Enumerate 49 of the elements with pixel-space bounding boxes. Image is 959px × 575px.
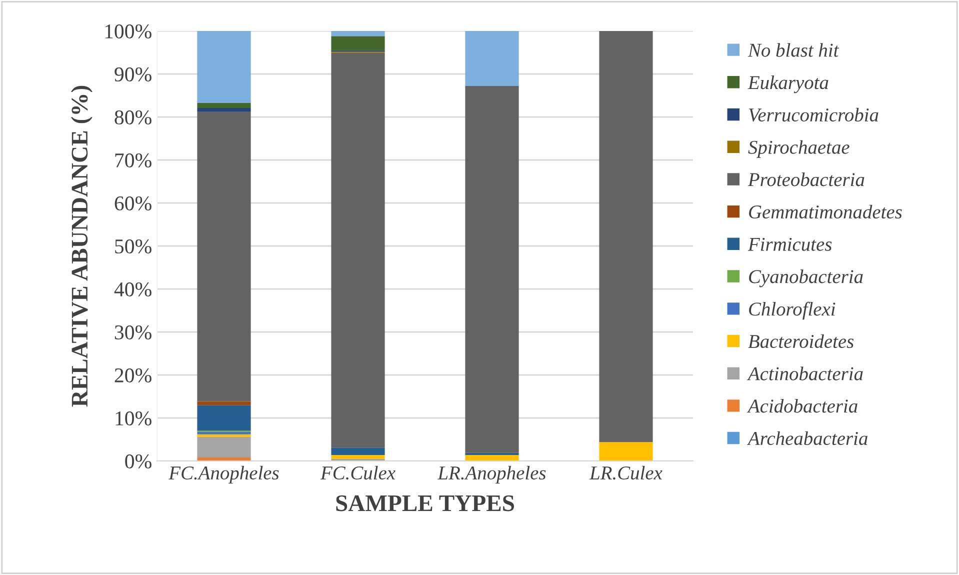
bar xyxy=(599,31,653,442)
y-tick-label: 60% xyxy=(114,196,152,210)
bar xyxy=(331,454,385,459)
legend-label: Archeabacteria xyxy=(746,431,868,446)
y-tick-label: 0% xyxy=(125,454,152,468)
legend-label: Cyanobacteria xyxy=(749,270,863,288)
bar xyxy=(465,86,519,453)
legend-label: Bacteroidetes xyxy=(748,334,854,348)
legend-label: No blast hit xyxy=(748,43,840,57)
x-tick-label: FC.Anopheles xyxy=(168,466,279,484)
y-tick-label: 30% xyxy=(114,325,152,340)
bar xyxy=(197,436,251,458)
y-tick-label: 10% xyxy=(116,411,152,426)
legend-label: Actinobacteria xyxy=(746,366,863,380)
y-tick-label: 90% xyxy=(114,67,152,82)
bar xyxy=(599,442,653,461)
bar xyxy=(197,432,251,434)
bar xyxy=(331,36,385,50)
legend-label: Proteobacteria xyxy=(748,172,864,186)
legend-label: Chloroflexi xyxy=(749,302,836,320)
y-tick-label: 20% xyxy=(114,368,152,382)
legend-label: Eukaryota xyxy=(748,75,828,94)
y-tick-label: 80% xyxy=(114,110,152,124)
y-tick-label: 50% xyxy=(115,239,152,254)
legend-label: Spirochaetae xyxy=(748,140,850,158)
x-tick-label: FC.Culex xyxy=(320,466,396,480)
bar xyxy=(197,102,251,108)
legend-label: Firmicutes xyxy=(748,238,832,251)
y-axis-title: RELATIVE ABUNDANCE (%) xyxy=(71,86,92,407)
bar xyxy=(197,434,251,437)
bar xyxy=(197,108,251,112)
bar xyxy=(197,112,251,402)
legend-label: Gemmatimonadetes xyxy=(749,204,902,219)
y-tick-label: 100% xyxy=(105,24,152,38)
bar xyxy=(331,52,385,448)
y-tick-label: 40% xyxy=(114,282,152,296)
bar xyxy=(197,31,251,103)
bar xyxy=(197,401,251,406)
legend-label: Acidobacteria xyxy=(746,399,858,413)
bar xyxy=(331,31,385,36)
bar xyxy=(465,454,519,461)
bar xyxy=(465,31,519,86)
bar xyxy=(331,448,385,455)
x-tick-label: LR.Culex xyxy=(589,466,662,480)
bar xyxy=(197,405,251,430)
legend-label: Verrucomicrobia xyxy=(748,108,878,122)
y-tick-label: 70% xyxy=(115,153,152,168)
x-tick-label: LR.Anopheles xyxy=(438,466,546,484)
x-axis-title: SAMPLE TYPES xyxy=(336,495,514,512)
